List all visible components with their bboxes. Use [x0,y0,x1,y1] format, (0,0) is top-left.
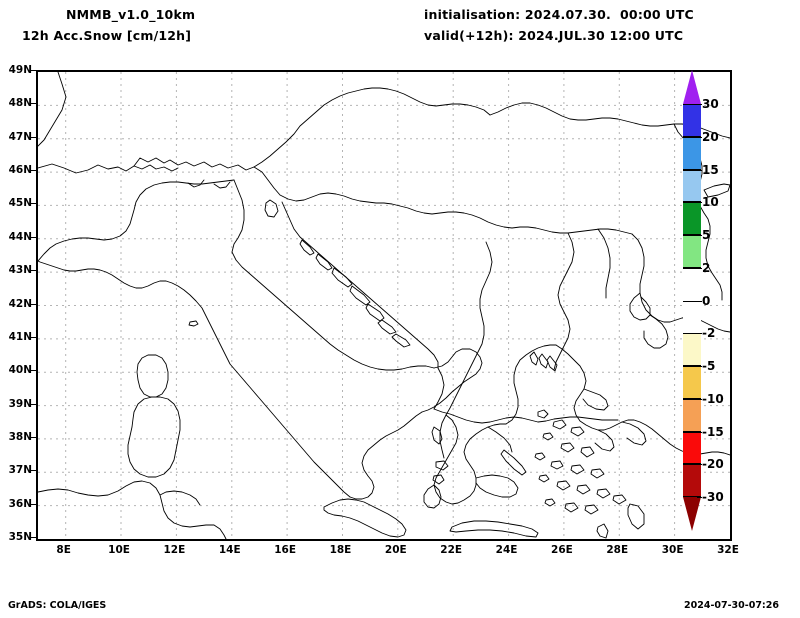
colorbar-tick-label: -20 [702,457,724,472]
colorbar-tick-label: -30 [702,490,724,504]
y-axis-tick-mark [31,136,36,138]
y-axis-tick-mark [31,403,36,405]
y-axis-tick-label: 46N [8,164,32,177]
colorbar-tick-label: -5 [702,359,716,373]
y-axis-tick-label: 36N [8,497,32,510]
colorbar-tick-mark [697,136,702,138]
x-axis-tick-label: 12E [163,544,186,556]
colorbar-tick-mark [697,464,702,466]
y-axis-tick-mark [31,236,36,238]
colorbar-tick-mark [697,267,702,269]
colorbar-tick-mark [697,104,702,105]
x-axis-tick-label: 28E [606,544,629,556]
colorbar-tick-label: -2 [702,326,716,341]
colorbar-tick-label: 10 [702,195,719,210]
map-coastlines [38,72,730,539]
y-axis-tick-mark [31,303,36,305]
colorbar-tick-mark [697,235,702,236]
colorbar-band [683,267,701,301]
y-axis-tick-mark [31,470,36,472]
y-axis-tick-label: 49N [8,64,32,76]
colorbar-band [683,464,701,497]
colorbar-tick-mark [697,398,702,400]
colorbar-band [683,169,701,203]
footer-timestamp: 2024-07-30-07:26 [684,600,779,611]
x-axis-tick-label: 24E [495,544,518,556]
footer-attribution: GrADS: COLA/IGES [8,600,107,611]
x-axis-tick-label: 18E [329,544,352,556]
y-axis-tick-mark [31,70,36,71]
colorbar-tick-label: -10 [702,391,724,406]
y-axis-tick-label: 42N [8,297,32,310]
y-axis-tick-mark [31,503,36,505]
x-axis-tick-label: 30E [661,544,684,556]
y-axis-tick-mark [31,270,36,272]
y-axis-tick-label: 48N [8,97,32,110]
header-field-name: 12h Acc.Snow [cm/12h] [22,28,192,43]
colorbar-band [683,104,701,137]
map-plot-area [36,70,732,541]
colorbar-band [683,366,701,399]
colorbar-band [683,431,701,465]
x-axis-tick-label: 22E [440,544,463,556]
y-axis-tick-mark [31,170,36,172]
colorbar-tick-label: 20 [702,129,719,144]
header-initialisation: initialisation: 2024.07.30. 00:00 UTC [424,7,694,22]
x-axis-tick-label: 32E [717,544,739,556]
x-axis-tick-label: 26E [551,544,573,556]
colorbar [683,70,701,531]
header-model-name: NMMB_v1.0_10km [66,7,196,22]
y-axis-tick-mark [31,203,36,205]
y-axis-tick-label: 43N [8,264,32,277]
colorbar-band [683,300,701,334]
y-axis-tick-label: 41N [8,330,32,343]
y-axis-tick-mark [31,370,36,372]
x-axis-tick-label: 8E [56,544,71,556]
y-axis-tick-label: 37N [8,464,32,477]
map-canvas [38,72,730,539]
y-axis-tick-label: 39N [8,397,32,410]
x-axis-tick-label: 10E [108,544,130,556]
colorbar-tick-label: 30 [702,97,719,111]
colorbar-tick-mark [697,202,702,204]
colorbar-tick-label: -15 [702,424,724,439]
colorbar-band [683,235,701,268]
colorbar-tick-label: 15 [702,162,719,177]
y-axis-tick-mark [31,537,36,538]
colorbar-band [683,202,701,235]
y-axis-tick-label: 47N [8,130,32,143]
colorbar-band [683,333,701,366]
colorbar-tick-label: 2 [702,260,711,275]
y-axis-tick-label: 44N [8,230,32,243]
y-axis-tick-label: 38N [8,430,32,443]
colorbar-tick-mark [697,431,702,433]
x-axis-tick-label: 20E [384,544,407,556]
x-axis-tick-label: 16E [274,544,297,556]
x-axis-tick-label: 14E [218,544,241,556]
colorbar-tick-mark [697,169,702,171]
colorbar-tick-mark [697,497,702,498]
arrow-down-icon [683,497,701,531]
y-axis-tick-mark [31,336,36,338]
colorbar-tick-mark [697,333,702,335]
y-axis-tick-label: 35N [8,531,32,543]
y-axis-tick-mark [31,103,36,105]
y-axis-tick-label: 40N [8,364,32,377]
map-gridlines [38,72,730,539]
header-valid-time: valid(+12h): 2024.JUL.30 12:00 UTC [424,28,684,43]
colorbar-tick-label: 5 [702,228,711,242]
arrow-up-icon [683,70,701,104]
colorbar-tick-label: 0 [702,293,711,308]
colorbar-tick-mark [697,300,702,302]
colorbar-band [683,136,701,170]
y-axis-tick-label: 45N [8,197,32,210]
colorbar-band [683,398,701,432]
colorbar-tick-mark [697,366,702,367]
y-axis-tick-mark [31,436,36,438]
